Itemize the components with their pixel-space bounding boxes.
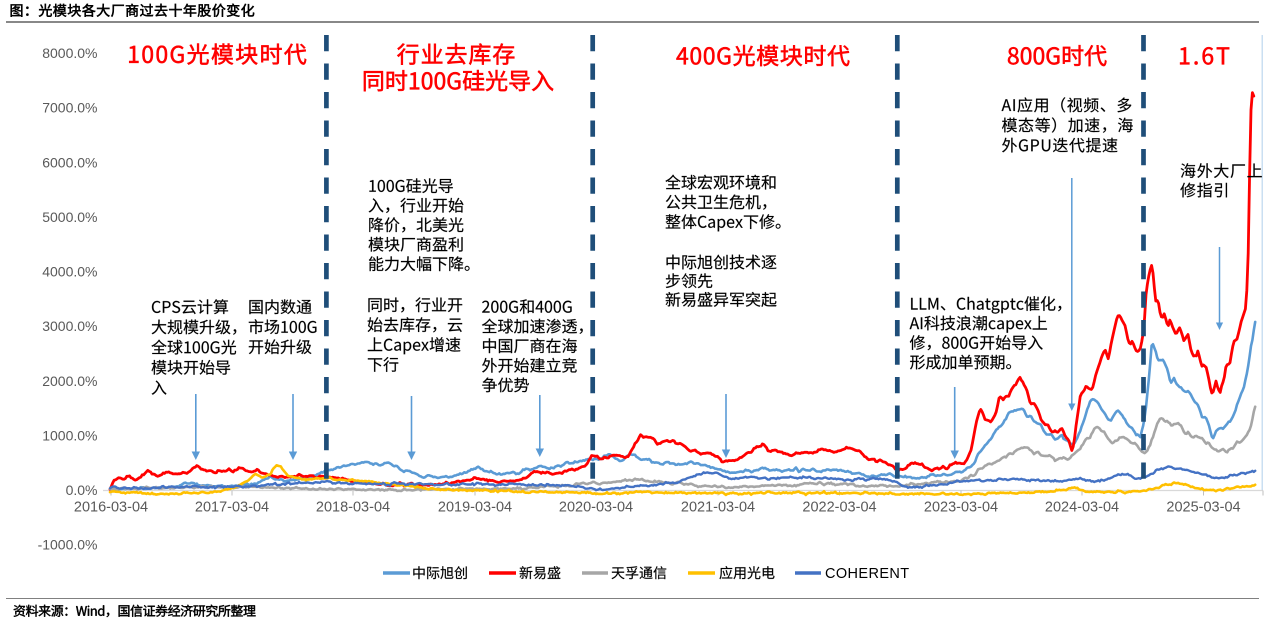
svg-text:-1000.0%: -1000.0%	[38, 536, 98, 552]
svg-text:1000.0%: 1000.0%	[42, 428, 97, 444]
svg-text:3000.0%: 3000.0%	[42, 318, 97, 334]
svg-text:2025-03-04: 2025-03-04	[1166, 500, 1240, 516]
svg-text:5000.0%: 5000.0%	[42, 209, 97, 225]
svg-text:COHERENT: COHERENT	[825, 566, 910, 582]
svg-text:2020-03-04: 2020-03-04	[559, 500, 633, 516]
svg-text:2023-03-04: 2023-03-04	[924, 500, 998, 516]
svg-text:2000.0%: 2000.0%	[42, 373, 97, 389]
svg-text:2024-03-04: 2024-03-04	[1045, 500, 1119, 516]
svg-text:8000.0%: 8000.0%	[42, 45, 97, 61]
svg-text:2022-03-04: 2022-03-04	[802, 500, 876, 516]
svg-text:4000.0%: 4000.0%	[42, 264, 97, 280]
svg-text:2021-03-04: 2021-03-04	[681, 500, 755, 516]
svg-text:0.0%: 0.0%	[66, 482, 98, 498]
svg-text:7000.0%: 7000.0%	[42, 100, 97, 116]
svg-text:2019-03-04: 2019-03-04	[438, 500, 512, 516]
svg-text:2017-03-04: 2017-03-04	[195, 500, 269, 516]
svg-text:2016-03-04: 2016-03-04	[74, 500, 148, 516]
svg-text:6000.0%: 6000.0%	[42, 154, 97, 170]
svg-text:2018-03-04: 2018-03-04	[316, 500, 390, 516]
